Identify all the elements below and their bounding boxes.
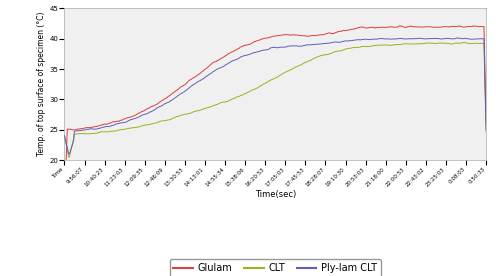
Legend: Glulam, CLT, Ply-lam CLT: Glulam, CLT, Ply-lam CLT [170,259,381,276]
X-axis label: Time(sec): Time(sec) [254,190,296,199]
Y-axis label: Temp. of top surface of specimen (°C): Temp. of top surface of specimen (°C) [38,12,47,156]
